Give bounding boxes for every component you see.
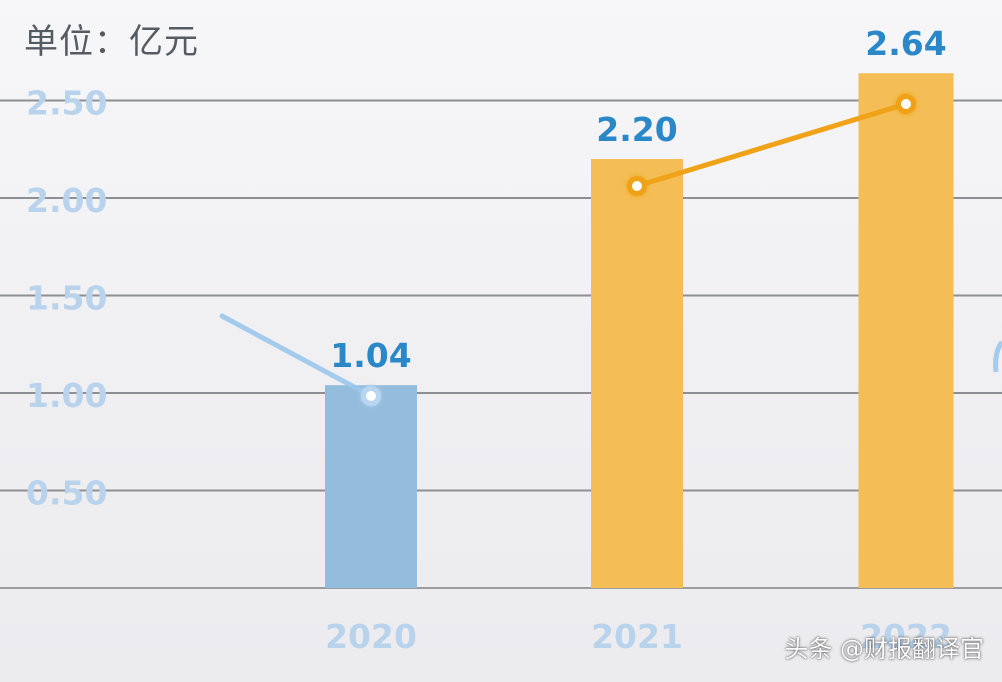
trend-line-2021-2022 bbox=[634, 101, 909, 189]
bar-2020 bbox=[325, 385, 417, 588]
y-axis-ticks: 0.50 1.00 1.50 2.00 2.50 bbox=[26, 84, 107, 513]
grid-lines bbox=[0, 99, 1002, 589]
bar-2021 bbox=[591, 159, 683, 588]
trend-line-offscreen bbox=[993, 340, 1002, 373]
unit-label: 单位：亿元 bbox=[24, 22, 199, 62]
y-tick-label: 2.00 bbox=[26, 181, 107, 220]
value-label-2021: 2.20 bbox=[596, 110, 677, 149]
value-label-2020: 1.04 bbox=[330, 336, 411, 375]
bars bbox=[325, 73, 954, 588]
x-tick-label-2022: 2022 bbox=[860, 617, 952, 656]
trend-line-2020 bbox=[219, 313, 374, 399]
y-tick-label: 1.00 bbox=[26, 376, 107, 415]
x-tick-label-2021: 2021 bbox=[591, 617, 683, 656]
value-label-2022: 2.64 bbox=[865, 24, 946, 63]
value-labels: 1.04 2.20 2.64 bbox=[330, 24, 946, 375]
marker-2020 bbox=[366, 391, 376, 401]
x-tick-label-2020: 2020 bbox=[325, 617, 417, 656]
y-tick-label: 2.50 bbox=[26, 84, 107, 123]
trend-lines bbox=[219, 94, 1002, 406]
y-tick-label: 0.50 bbox=[26, 474, 107, 513]
y-tick-label: 1.50 bbox=[26, 279, 107, 318]
watermark: 头条 @财报翻译官 bbox=[784, 635, 984, 663]
x-axis-ticks: 2020 2021 2022 bbox=[325, 617, 952, 656]
bar-2022 bbox=[858, 73, 954, 588]
marker-2021 bbox=[632, 181, 642, 191]
marker-2022 bbox=[901, 99, 911, 109]
